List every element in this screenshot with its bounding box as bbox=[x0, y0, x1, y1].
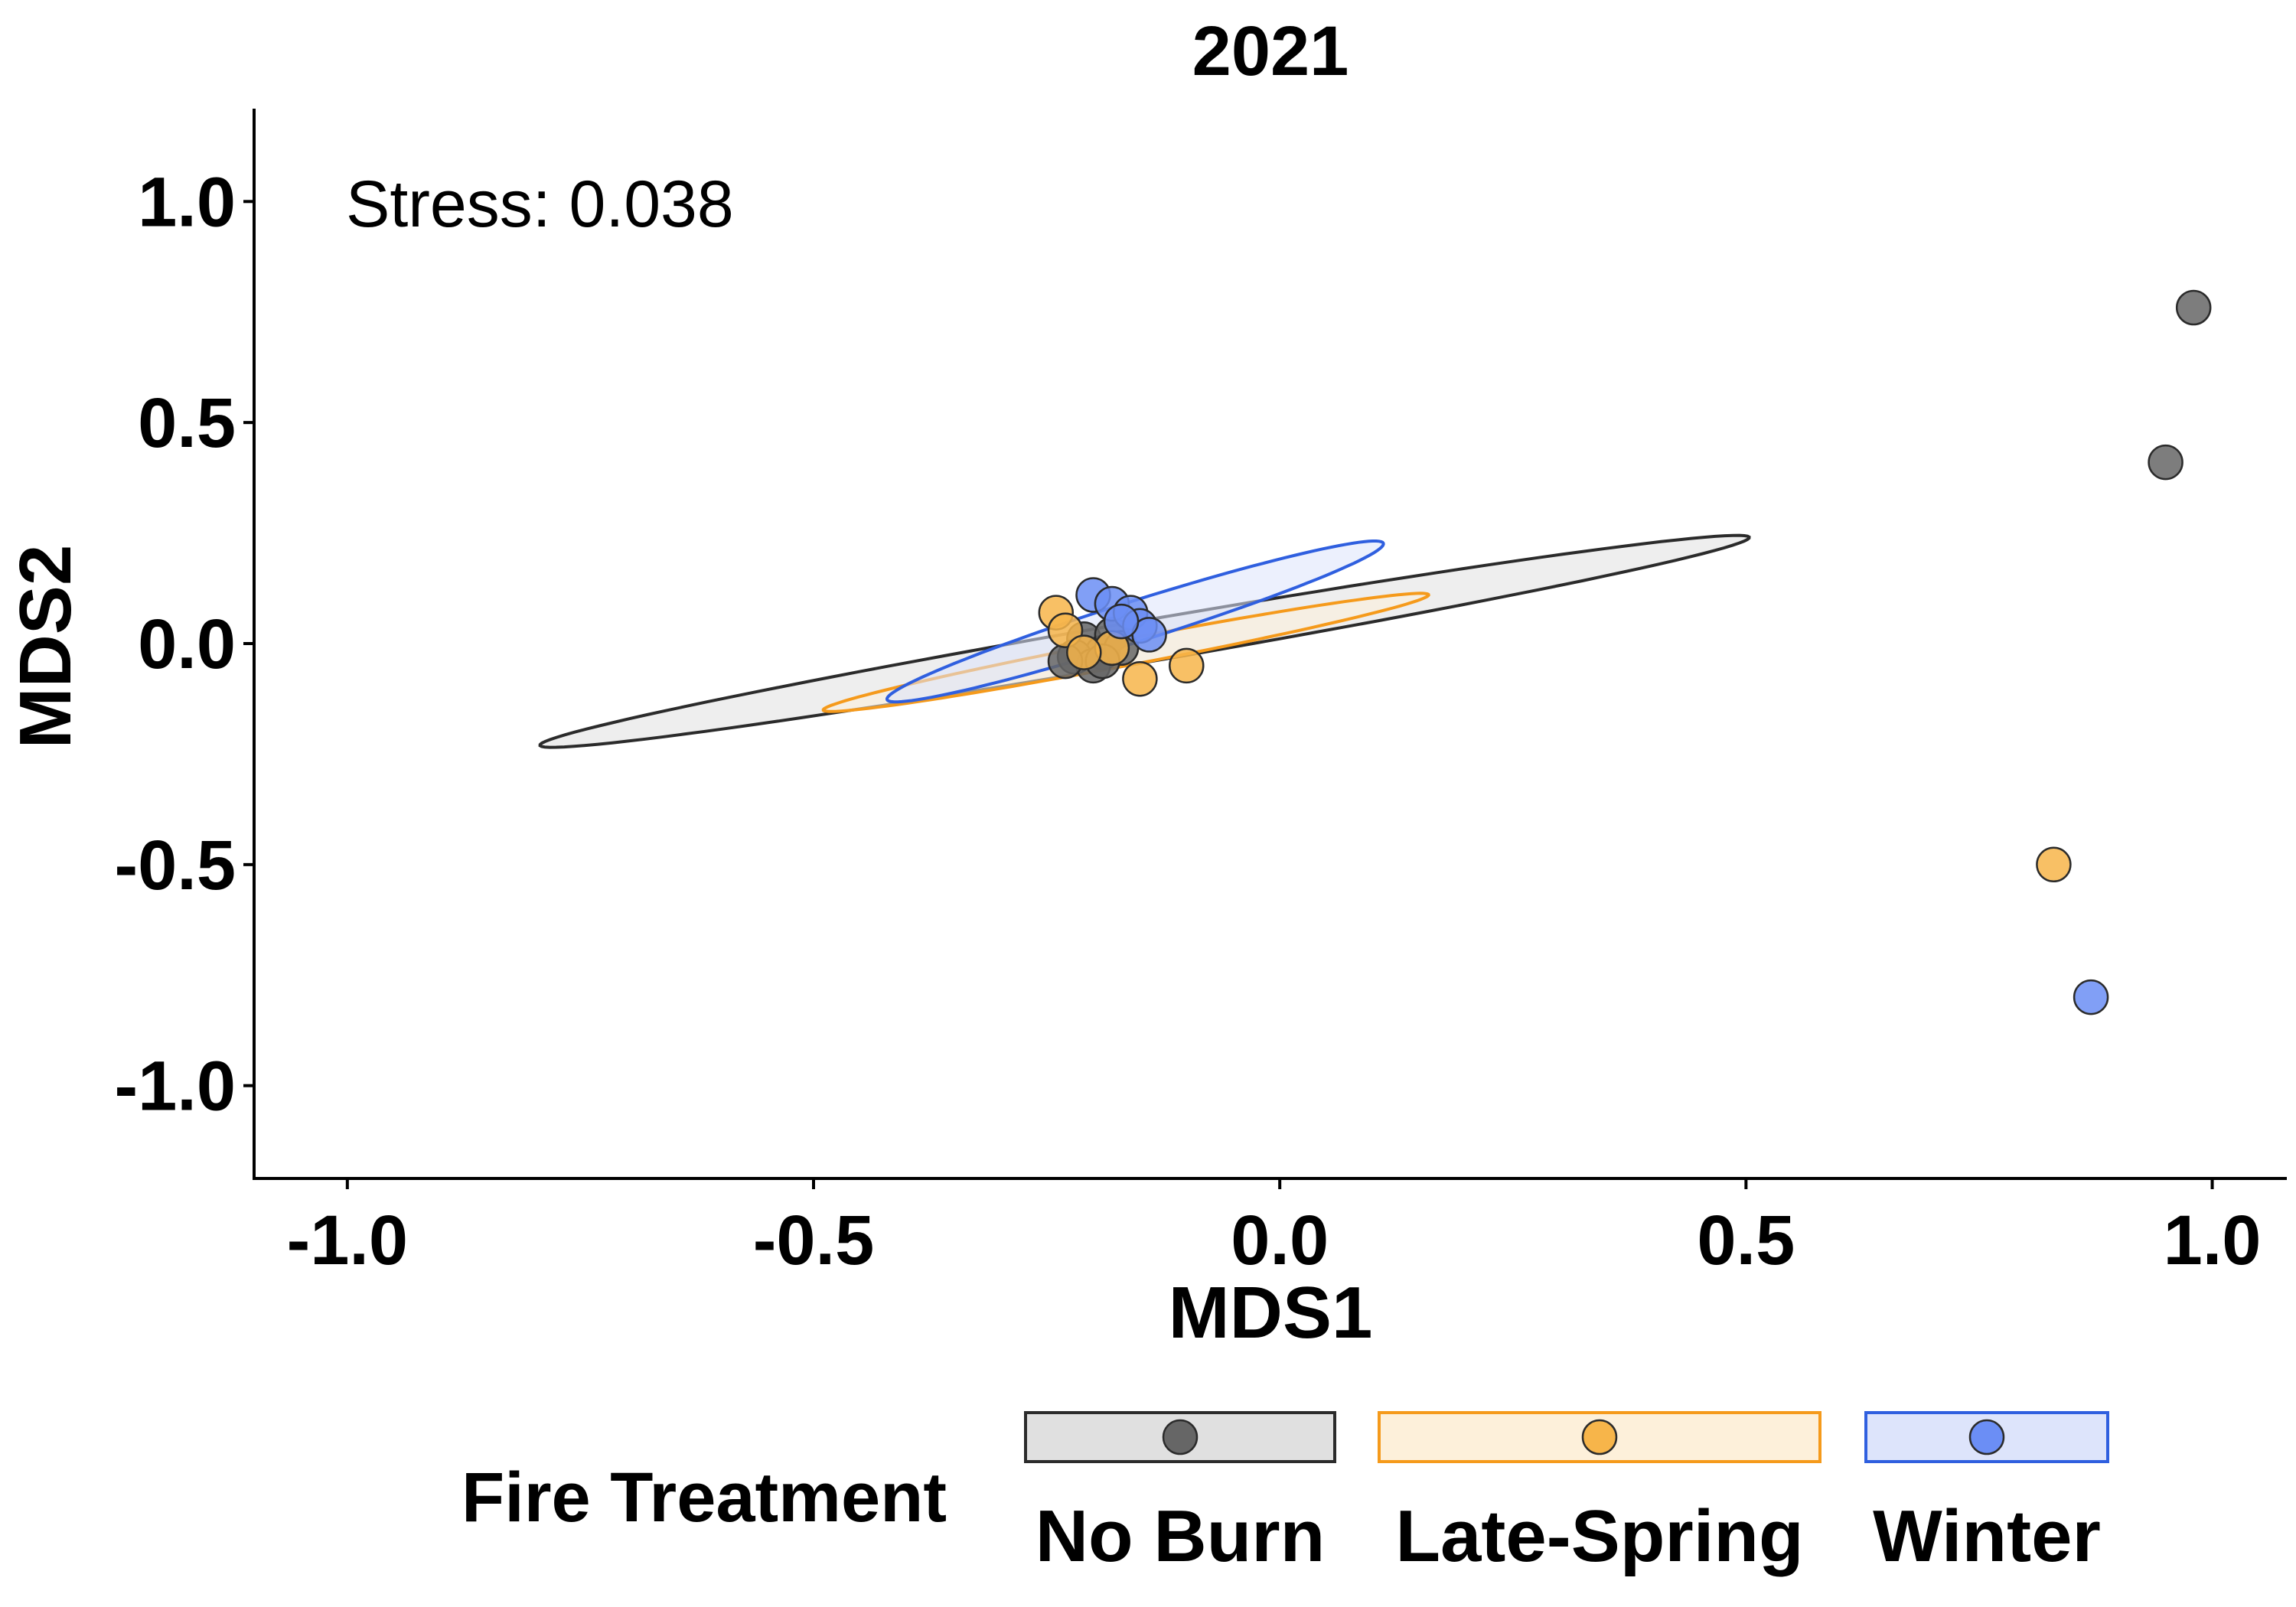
legend-label: No Burn bbox=[1035, 1495, 1326, 1577]
legend-key-point bbox=[1162, 1419, 1199, 1455]
point-winter-0 bbox=[2073, 979, 2109, 1015]
stress-annotation: Stress: 0.038 bbox=[346, 168, 734, 241]
legend: Fire Treatment No Burn Late-Spring Winter bbox=[461, 1411, 2109, 1577]
point-late-spring-3 bbox=[1169, 647, 1205, 684]
legend-key-point bbox=[1581, 1419, 1618, 1455]
y-tick-label: -0.5 bbox=[114, 826, 236, 905]
legend-label: Late-Spring bbox=[1395, 1495, 1803, 1577]
x-tick-label: 0.0 bbox=[1231, 1201, 1329, 1279]
point-winter-6 bbox=[1103, 603, 1140, 640]
y-tick-label: 0.5 bbox=[138, 384, 236, 462]
series-winter bbox=[1075, 577, 2109, 1015]
y-tick-label: -1.0 bbox=[114, 1048, 236, 1126]
y-axis-title: MDS2 bbox=[5, 545, 86, 749]
point-late-spring-4 bbox=[1122, 660, 1158, 697]
legend-item-late-spring: Late-Spring bbox=[1378, 1411, 1821, 1577]
legend-keys: No Burn Late-Spring Winter bbox=[1024, 1411, 2109, 1577]
legend-label: Winter bbox=[1873, 1495, 2101, 1577]
legend-key-point bbox=[1968, 1419, 2005, 1455]
x-tick-label: 0.5 bbox=[1697, 1201, 1795, 1279]
y-tick-label: 0.0 bbox=[138, 605, 236, 683]
y-tick-label: 1.0 bbox=[138, 163, 236, 241]
point-no-burn-1 bbox=[2148, 444, 2183, 481]
x-tick-label: -0.5 bbox=[753, 1201, 875, 1279]
legend-item-no-burn: No Burn bbox=[1024, 1411, 1336, 1577]
series-late-spring bbox=[1038, 595, 2072, 883]
point-no-burn-0 bbox=[2175, 289, 2212, 326]
x-tick-label: 1.0 bbox=[2164, 1201, 2262, 1279]
point-late-spring-6 bbox=[1066, 634, 1102, 670]
x-tick-label: -1.0 bbox=[287, 1201, 409, 1279]
plot-area bbox=[538, 289, 2212, 1015]
x-axis-title: MDS1 bbox=[1169, 1272, 1373, 1354]
x-axis-ticks: -1.0 -0.5 0.0 0.5 1.0 bbox=[287, 1178, 2262, 1279]
point-late-spring-0 bbox=[2036, 846, 2072, 883]
legend-item-winter: Winter bbox=[1864, 1411, 2109, 1577]
y-axis-ticks: 1.0 0.5 0.0 -0.5 -1.0 bbox=[114, 163, 254, 1126]
legend-title: Fire Treatment bbox=[461, 1459, 947, 1537]
chart-title: 2021 bbox=[1192, 12, 1349, 90]
